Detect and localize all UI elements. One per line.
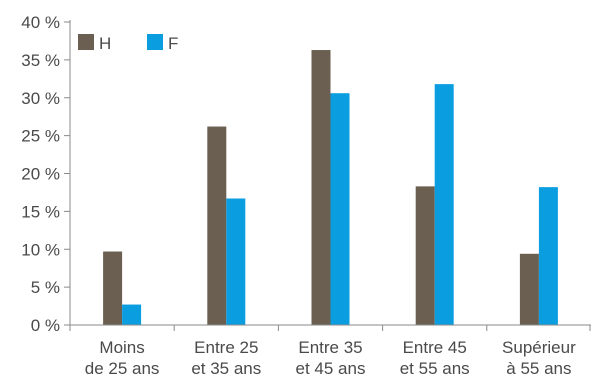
legend-swatch-f — [147, 34, 163, 50]
y-tick-label: 20 % — [21, 165, 60, 184]
x-axis: Moins de 25 ans Entre 25 et 35 ans Entre 35 e… — [69, 324, 591, 378]
bar-h-5 — [519, 253, 539, 325]
x-category-label: et 55 ans — [400, 359, 470, 378]
bar-f-1 — [122, 304, 142, 325]
legend-swatch-h — [78, 34, 94, 50]
x-category-label: de 25 ans — [85, 359, 160, 378]
bar-f-3 — [330, 93, 350, 325]
y-tick-label: 30 % — [21, 89, 60, 108]
bar-h-4 — [415, 186, 435, 325]
y-axis: 0 % 5 % 10 % 15 % 20 % 25 % 30 % 35 % 40 % — [21, 13, 71, 335]
bar-h-3 — [311, 50, 331, 326]
x-category-label: Entre 35 — [298, 338, 362, 357]
y-tick-label: 40 % — [21, 13, 60, 32]
bar-f-5 — [538, 187, 558, 325]
x-category-label: Entre 25 — [194, 338, 258, 357]
legend-label-h: H — [99, 34, 111, 53]
bar-f-2 — [226, 198, 246, 325]
y-tick-label: 0 % — [31, 316, 60, 335]
x-category-label: Supérieur — [502, 338, 576, 357]
x-category-label: Moins — [99, 338, 144, 357]
y-tick-label: 10 % — [21, 240, 60, 259]
bars — [103, 50, 558, 326]
legend-label-f: F — [168, 34, 178, 53]
x-category-label: Entre 45 — [403, 338, 467, 357]
y-tick-label: 5 % — [31, 278, 60, 297]
x-category-label: et 35 ans — [191, 359, 261, 378]
bar-h-2 — [207, 126, 227, 325]
x-category-label: et 45 ans — [296, 359, 366, 378]
y-tick-label: 25 % — [21, 127, 60, 146]
x-category-label: à 55 ans — [506, 359, 571, 378]
y-tick-label: 15 % — [21, 202, 60, 221]
y-tick-label: 35 % — [21, 51, 60, 70]
bar-f-4 — [434, 84, 454, 326]
bar-h-1 — [103, 251, 123, 325]
